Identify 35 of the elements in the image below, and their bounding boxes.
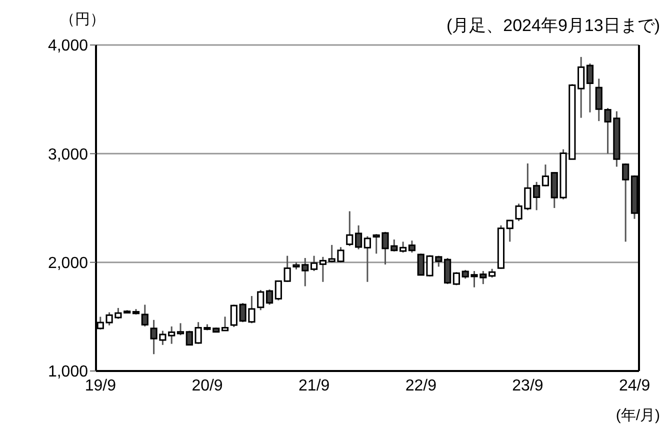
candlestick <box>221 316 229 332</box>
y-tick-label: 3,000 <box>48 146 88 164</box>
candlestick <box>408 240 416 254</box>
candlestick <box>578 56 585 119</box>
x-tick-label: 24/9 <box>618 377 650 394</box>
candlestick <box>257 289 264 311</box>
y-axis-title: （円） <box>60 10 105 29</box>
candlestick <box>230 304 238 328</box>
candlestick <box>506 219 514 242</box>
chart-subtitle: (月足、2024年9月13日まで) <box>446 15 660 37</box>
candlestick <box>444 257 452 285</box>
candlestick <box>364 236 371 283</box>
candlestick <box>274 280 282 302</box>
candlestick <box>186 330 193 346</box>
x-tick-label: 21/9 <box>298 377 330 394</box>
x-tick-label: 23/9 <box>512 377 544 394</box>
candlestick <box>310 255 318 272</box>
candlestick <box>399 240 407 254</box>
candlestick <box>266 288 274 306</box>
candlestick <box>452 271 460 286</box>
y-tick-label: 4,000 <box>48 38 88 55</box>
candlestick <box>176 322 184 336</box>
candlestick <box>622 162 630 242</box>
candlestick <box>141 304 148 328</box>
x-tick-label: 22/9 <box>405 377 437 394</box>
candlestick <box>354 224 362 250</box>
candlestick <box>586 62 594 114</box>
candlestick <box>533 181 540 211</box>
x-tick-label: 20/9 <box>192 377 223 394</box>
candlestick <box>346 210 354 247</box>
x-axis-title: (年/月) <box>616 406 660 425</box>
candlestick <box>284 255 291 283</box>
candlestick <box>319 256 326 283</box>
y-tick-label: 2,000 <box>48 255 88 272</box>
candlestick <box>542 164 550 188</box>
